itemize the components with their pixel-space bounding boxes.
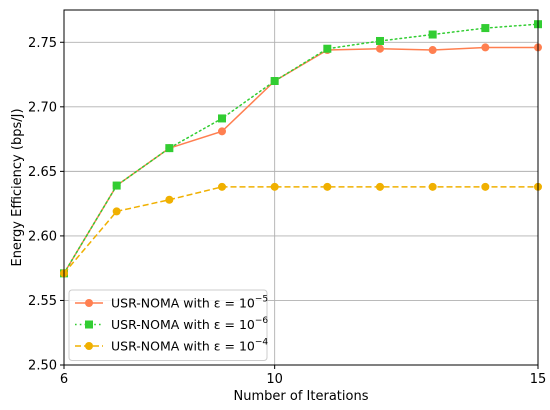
- legend-item-1: USR-NOMA with ε = 10−6: [75, 316, 268, 332]
- x-tick-label-2: 15: [530, 372, 547, 387]
- series-2-point-8: [481, 182, 490, 191]
- series-line-2: [63, 186, 538, 274]
- series-2-point-6: [376, 182, 384, 191]
- legend-label-1: USR-NOMA with ε = 10−6: [111, 316, 268, 332]
- series-1-point-4: [270, 77, 279, 85]
- y-tick-label-5: 2.75: [28, 36, 57, 51]
- series-1-point-8: [481, 24, 490, 33]
- legend-item-0: USR-NOMA with ε = 10−5: [75, 295, 268, 311]
- series-2-point-5: [323, 182, 332, 191]
- series-1-point-2: [165, 144, 174, 153]
- axis-ticks: 2.50 2.55 2.60 2.65 2.70 2.75 6 10 15: [28, 36, 546, 387]
- series-2-point-2: [165, 195, 174, 204]
- series-1-point-1: [112, 181, 121, 190]
- series-2-point-3: [218, 182, 226, 191]
- y-axis-label: Energy Efficiency (bps/J): [10, 108, 25, 266]
- series-2: [60, 182, 542, 278]
- series-line-1: [63, 23, 539, 275]
- legend-item-2: USR-NOMA with ε = 10−4: [75, 338, 268, 354]
- series-0-point-6: [376, 44, 384, 53]
- legend-label-2: USR-NOMA with ε = 10−4: [111, 338, 268, 354]
- legend-marker-2: [85, 342, 93, 350]
- series-1-point-5: [323, 44, 332, 53]
- y-tick-label-4: 2.70: [28, 100, 57, 115]
- series-line-0: [63, 46, 538, 274]
- series-1-point-6: [376, 36, 384, 45]
- y-tick-label-0: 2.50: [28, 359, 57, 374]
- series-2-point-4: [270, 182, 279, 191]
- series-2-point-7: [428, 182, 437, 191]
- y-tick-label-2: 2.60: [28, 229, 57, 244]
- y-tick-label-1: 2.55: [28, 294, 57, 309]
- legend-box: [68, 289, 268, 361]
- series-0: [60, 43, 542, 278]
- x-tick-label-1: 10: [266, 372, 283, 387]
- series-0-point-8: [481, 43, 490, 52]
- series-1-point-7: [428, 30, 437, 39]
- x-tick-label-0: 6: [60, 372, 68, 387]
- legend-marker-1: [85, 320, 93, 329]
- series-0-point-3: [218, 127, 226, 136]
- x-axis-label: Number of Iterations: [234, 389, 369, 404]
- series-layer: [60, 20, 542, 278]
- legend: USR-NOMA with ε = 10−5 USR-NOMA with ε = …: [68, 289, 268, 361]
- legend-label-0: USR-NOMA with ε = 10−5: [111, 295, 268, 311]
- y-tick-label-3: 2.65: [28, 165, 57, 180]
- series-0-point-7: [428, 46, 437, 55]
- series-1: [60, 20, 542, 278]
- plot-frame: [63, 9, 539, 366]
- series-2-point-1: [112, 207, 121, 216]
- legend-marker-0: [85, 299, 93, 307]
- series-1-point-3: [218, 114, 226, 123]
